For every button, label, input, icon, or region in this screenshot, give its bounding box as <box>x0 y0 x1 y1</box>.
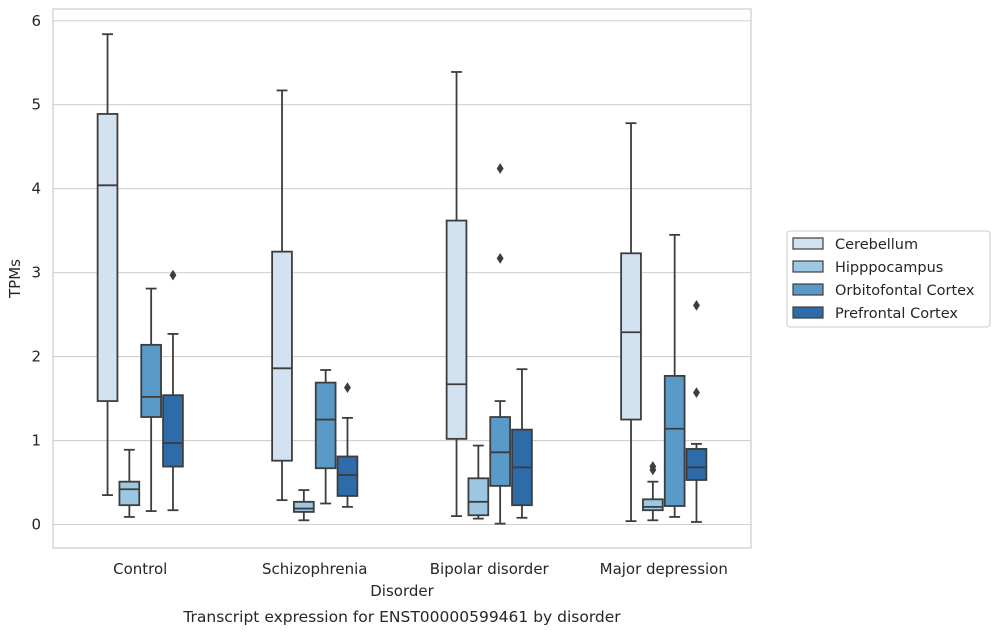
iqr-box <box>336 455 359 497</box>
y-tick-label: 3 <box>31 264 41 282</box>
outlier-point <box>496 252 504 264</box>
box-0-1 <box>118 448 141 518</box>
y-tick-label: 1 <box>31 432 41 450</box>
box-0-3 <box>162 269 184 512</box>
iqr-box <box>96 113 119 402</box>
iqr-box <box>140 343 162 418</box>
legend-label: Prefrontal Cortex <box>835 306 958 322</box>
box-1-3 <box>336 382 359 508</box>
iqr-box <box>467 477 490 517</box>
box-3-2 <box>663 233 686 518</box>
legend-swatch <box>792 237 824 250</box>
box-1-0 <box>271 89 293 502</box>
box-2-1 <box>467 444 490 520</box>
legend-swatch <box>792 283 824 296</box>
plot-frame <box>52 8 752 549</box>
outlier-point <box>344 382 351 394</box>
legend-label: Hipppocampus <box>835 260 943 276</box>
iqr-box <box>620 252 642 421</box>
legend: Cerebellum Hipppocampus Orbitofontal Corte… <box>786 230 991 328</box>
outlier-point <box>693 299 700 311</box>
box-2-0 <box>445 71 468 517</box>
box-0-2 <box>140 287 162 512</box>
legend-frame <box>786 230 991 328</box>
box-0-0 <box>96 33 119 497</box>
iqr-box <box>314 381 337 470</box>
x-tick-label: Control <box>113 560 167 578</box>
y-tick-label: 5 <box>31 96 41 114</box>
x-tick-label: Major depression <box>600 560 728 578</box>
y-tick-label: 6 <box>31 12 41 30</box>
box-1-1 <box>293 489 315 522</box>
iqr-box <box>685 448 708 481</box>
iqr-box <box>118 480 141 507</box>
box-2-2 <box>489 163 511 525</box>
y-axis-title: TPMs <box>6 259 24 299</box>
series-1 <box>118 444 664 522</box>
legend-label: Orbitofontal Cortex <box>835 283 975 299</box>
iqr-box <box>162 394 184 468</box>
box-3-1 <box>642 461 664 522</box>
series-2 <box>140 163 686 525</box>
iqr-box <box>445 219 468 440</box>
y-tick-label: 4 <box>31 180 41 198</box>
box-1-2 <box>314 369 337 505</box>
x-axis-title: Disorder <box>370 582 434 600</box>
iqr-box <box>271 250 293 462</box>
outlier-point <box>649 461 657 472</box>
legend-label: Cerebellum <box>835 237 918 253</box>
figure-caption: Transcript expression for ENST0000059946… <box>182 608 621 626</box>
series-3 <box>162 269 708 523</box>
legend-swatch <box>792 260 824 273</box>
box-series-group <box>96 33 708 525</box>
outlier-point <box>169 269 177 281</box>
box-3-3 <box>685 299 708 523</box>
outlier-point <box>693 387 700 399</box>
box-2-3 <box>511 368 533 519</box>
legend-swatch <box>792 306 824 319</box>
iqr-box <box>293 500 315 513</box>
iqr-box <box>642 498 664 512</box>
x-axis-ticks: Control Schizophrenia Bipolar disorder Majo… <box>113 560 728 578</box>
series-0 <box>96 33 642 523</box>
y-tick-label: 0 <box>31 515 41 533</box>
x-tick-label: Bipolar disorder <box>430 560 550 578</box>
y-axis-ticks: 0 1 2 3 4 5 6 <box>31 12 41 534</box>
x-tick-label: Schizophrenia <box>262 560 367 578</box>
iqr-box <box>663 374 686 507</box>
y-tick-label: 2 <box>31 348 41 366</box>
outlier-point <box>496 163 504 174</box>
box-3-0 <box>620 122 642 523</box>
